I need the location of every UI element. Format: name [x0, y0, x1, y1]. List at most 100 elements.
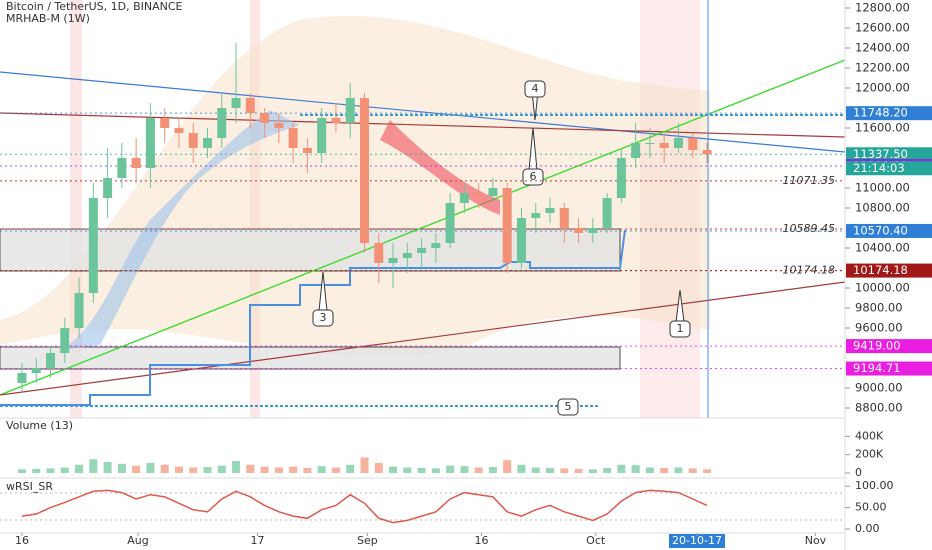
candle-body: [431, 243, 441, 248]
volume-bar: [60, 467, 69, 473]
volume-bar: [645, 467, 654, 473]
r-tick-label: 100.00: [855, 479, 894, 492]
volume-bar: [274, 467, 283, 473]
callout-label: 4: [532, 82, 539, 95]
candle-body: [488, 188, 498, 196]
y-tick-label: 11600.00: [855, 121, 910, 135]
volume-bar: [617, 464, 626, 473]
volume-bar: [517, 464, 526, 473]
volume-bar: [117, 463, 126, 473]
volume-bar: [346, 464, 355, 473]
candle-body: [374, 243, 384, 263]
candle-body: [673, 138, 683, 148]
x-tick-label: Oct: [586, 534, 606, 547]
candle-body: [31, 368, 41, 373]
price-tag: [846, 361, 932, 376]
price-tag: [846, 223, 932, 238]
candle-body: [702, 150, 712, 155]
x-tick-label: 16: [475, 534, 489, 547]
x-tick-label: Nov: [805, 534, 827, 547]
volume-bar: [160, 464, 169, 473]
callout-box: [522, 168, 544, 186]
v-tick-label: 400K: [855, 429, 884, 442]
volume-bar: [75, 464, 84, 473]
r-tick-label: 50.00: [855, 501, 887, 514]
rsi-title: wRSI_SR: [6, 480, 53, 493]
candle-body: [559, 208, 569, 228]
candle-body: [245, 98, 255, 113]
volume-bar: [631, 465, 640, 473]
volume-bar: [46, 468, 55, 473]
candle-body: [474, 193, 484, 196]
y-tick-label: 12000.00: [855, 81, 910, 95]
r-tick-label: 0.00: [855, 522, 880, 535]
candle-body: [445, 203, 455, 243]
volume-bar: [660, 467, 669, 473]
candle-body: [302, 148, 312, 153]
y-tick-label: 10000.00: [855, 281, 910, 295]
indicator-name: MRHAB-M (1W): [6, 12, 90, 25]
candle-body: [60, 328, 70, 353]
candle-body: [74, 293, 84, 328]
callout-box: [669, 320, 691, 338]
v-tick-label: 0: [855, 466, 862, 479]
candle-body: [188, 133, 198, 148]
volume-bar: [246, 464, 255, 473]
volume-bar: [289, 466, 298, 473]
callout-label: 5: [565, 400, 572, 413]
volume-bar: [331, 467, 340, 473]
y-tick-label: 12800.00: [855, 1, 910, 15]
decor: [0, 0, 846, 550]
candle-body: [274, 123, 284, 128]
countdown: 21:14:03: [853, 161, 905, 175]
candle-body: [317, 118, 327, 153]
volume-bar: [260, 466, 269, 473]
y-tick-label: 10400.00: [855, 241, 910, 255]
volume-bar: [89, 459, 98, 473]
y-tick-label: 12400.00: [855, 41, 910, 55]
countdown-bg: [846, 161, 932, 176]
y-tick-label: 9000.00: [855, 381, 903, 395]
candle-body: [402, 253, 412, 258]
title: Bitcoin / TetherUS, 1D, BINANCE: [6, 0, 183, 13]
candle-body: [502, 188, 512, 263]
volume-bar: [303, 467, 312, 473]
candle-body: [359, 98, 369, 243]
candle-body: [288, 128, 298, 148]
volume-bar: [317, 466, 326, 473]
volume-bar: [189, 467, 198, 473]
candle-body: [645, 143, 655, 144]
volume-bar: [488, 467, 497, 473]
candle-body: [345, 98, 355, 123]
price-tag-label: 9419.00: [853, 339, 901, 353]
y-tick-label: 10800.00: [855, 201, 910, 215]
candle-body: [659, 143, 669, 148]
price-tag: [846, 263, 932, 278]
x-tick-label: 16: [15, 534, 29, 547]
rsi-line: [21, 489, 708, 524]
volume-bar: [560, 468, 569, 473]
candle-body: [174, 128, 184, 133]
volume-bar: [203, 467, 212, 473]
volume-bar: [232, 461, 241, 473]
candle-body: [516, 218, 526, 263]
level-label: 10174.18: [783, 264, 836, 277]
volume-bar: [688, 468, 697, 473]
x-tick-label: Aug: [127, 534, 148, 547]
volume-bar: [174, 466, 183, 473]
candle-body: [160, 118, 170, 128]
callout: [318, 271, 328, 312]
candle-body: [217, 108, 227, 138]
callout-label: 3: [320, 311, 327, 324]
volume-bar: [360, 457, 369, 473]
volume-title: Volume (13): [6, 419, 73, 432]
volume-bar: [146, 462, 155, 473]
candle-body: [531, 213, 541, 218]
price-tag-label: 9194.71: [853, 361, 901, 375]
candle-body: [631, 143, 641, 158]
candle-body: [203, 138, 213, 148]
candle-body: [388, 258, 398, 263]
volume-bar: [531, 467, 540, 473]
volume-bar: [446, 465, 455, 473]
volume-bar: [103, 462, 112, 473]
